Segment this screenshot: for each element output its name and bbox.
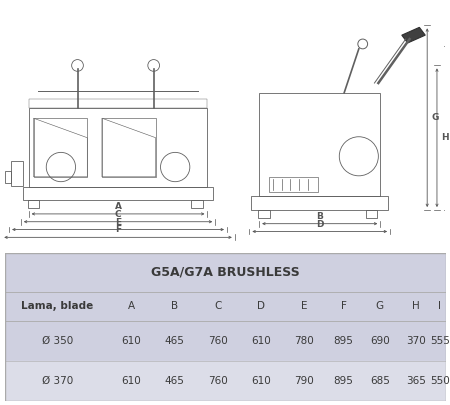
Bar bbox=[366, 210, 378, 218]
Bar bbox=[5, 171, 11, 183]
Bar bbox=[29, 109, 207, 187]
Text: G: G bbox=[376, 301, 384, 311]
Text: A: A bbox=[115, 202, 122, 211]
Text: 685: 685 bbox=[370, 376, 390, 386]
Text: 610: 610 bbox=[251, 376, 270, 386]
Bar bbox=[28, 200, 40, 208]
Text: Ø 350: Ø 350 bbox=[41, 336, 73, 346]
Text: 780: 780 bbox=[294, 336, 314, 346]
Text: 465: 465 bbox=[165, 336, 184, 346]
Text: 895: 895 bbox=[333, 336, 354, 346]
Text: E: E bbox=[115, 217, 121, 227]
Text: 555: 555 bbox=[430, 336, 450, 346]
Text: B: B bbox=[171, 301, 178, 311]
Text: 370: 370 bbox=[406, 336, 426, 346]
Text: 465: 465 bbox=[165, 376, 184, 386]
Text: G: G bbox=[431, 113, 438, 122]
Bar bbox=[11, 161, 23, 185]
Text: H: H bbox=[441, 133, 449, 142]
Text: 550: 550 bbox=[430, 376, 450, 386]
Text: B: B bbox=[316, 212, 323, 221]
Text: 760: 760 bbox=[208, 376, 228, 386]
Text: G5A/G7A BRUSHLESS: G5A/G7A BRUSHLESS bbox=[151, 266, 299, 279]
Text: I: I bbox=[438, 301, 441, 311]
Text: 895: 895 bbox=[333, 376, 354, 386]
Text: 760: 760 bbox=[208, 336, 228, 346]
Bar bbox=[23, 187, 213, 200]
Text: 610: 610 bbox=[251, 336, 270, 346]
Text: C: C bbox=[115, 210, 122, 219]
Text: D: D bbox=[257, 301, 265, 311]
Bar bbox=[191, 200, 202, 208]
Polygon shape bbox=[402, 28, 425, 43]
Bar bbox=[252, 196, 388, 210]
Bar bbox=[269, 177, 318, 192]
Text: F: F bbox=[115, 226, 121, 234]
Bar bbox=[4, 321, 446, 361]
Text: C: C bbox=[214, 301, 221, 311]
Bar bbox=[102, 118, 156, 177]
Text: E: E bbox=[301, 301, 307, 311]
Bar bbox=[4, 361, 446, 401]
Text: 365: 365 bbox=[406, 376, 426, 386]
Text: A: A bbox=[128, 301, 135, 311]
Text: H: H bbox=[412, 301, 420, 311]
Text: Ø 370: Ø 370 bbox=[41, 376, 73, 386]
Bar bbox=[29, 99, 207, 109]
Bar bbox=[259, 93, 380, 196]
Bar bbox=[258, 210, 270, 218]
Text: 610: 610 bbox=[122, 376, 141, 386]
Text: F: F bbox=[341, 301, 346, 311]
Bar bbox=[34, 118, 87, 177]
Text: Lama, blade: Lama, blade bbox=[21, 301, 93, 311]
Text: 790: 790 bbox=[294, 376, 314, 386]
Text: 690: 690 bbox=[370, 336, 390, 346]
Text: 610: 610 bbox=[122, 336, 141, 346]
Text: D: D bbox=[316, 220, 324, 228]
